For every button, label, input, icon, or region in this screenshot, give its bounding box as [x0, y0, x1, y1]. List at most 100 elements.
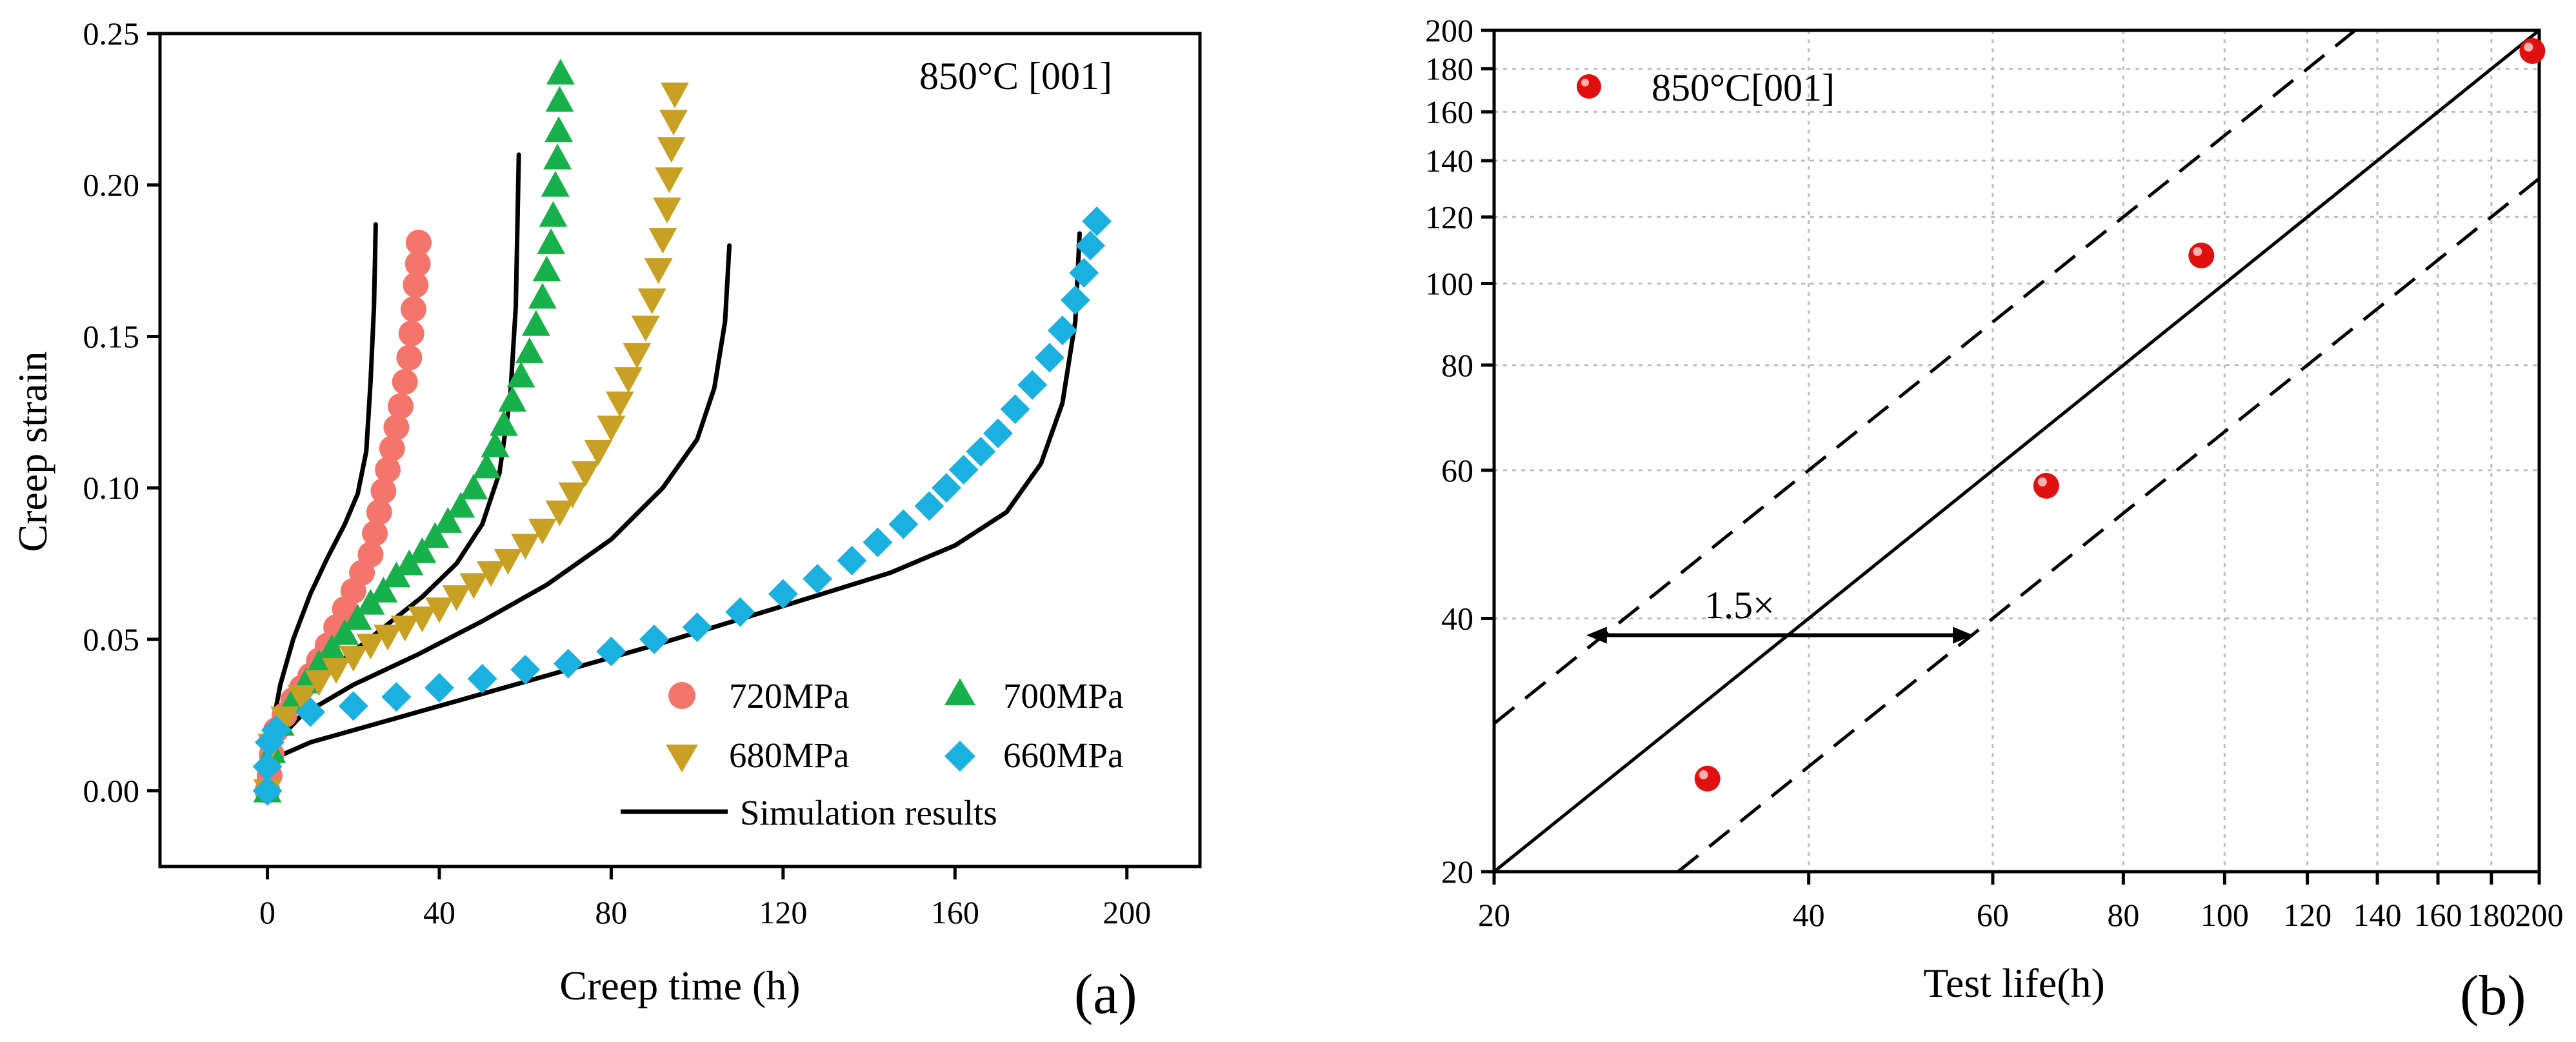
a-xtick-label: 160 — [931, 894, 979, 930]
data-point-660mpa — [768, 579, 798, 609]
simulation-curve-720mpa — [265, 222, 378, 794]
reference-line-upper-band — [1493, 29, 2357, 725]
data-point-660mpa — [863, 527, 893, 557]
life-data-point — [1694, 765, 1721, 792]
panel-b-grid — [1494, 30, 2539, 872]
b-ytick-label: 80 — [1441, 347, 1473, 383]
data-point-700mpa — [434, 506, 463, 533]
data-point-700mpa — [532, 255, 561, 282]
data-point-700mpa — [472, 452, 501, 479]
data-point-660mpa — [931, 473, 961, 503]
data-point-660mpa — [381, 682, 412, 712]
b-xtick-label: 40 — [1793, 897, 1825, 933]
b-xtick-label: 60 — [1977, 897, 2009, 933]
data-point-680mpa — [476, 561, 505, 587]
data-point-700mpa — [481, 431, 510, 457]
life-data-point — [2033, 472, 2059, 499]
data-point-660mpa — [837, 545, 867, 576]
panel-b-label: (b) — [2460, 965, 2526, 1027]
b-ytick-label: 40 — [1441, 600, 1473, 636]
data-point-700mpa — [528, 283, 557, 309]
legend-label-660mpa: 660MPa — [1003, 736, 1123, 775]
data-point-680mpa — [597, 416, 626, 442]
legend-label-720mpa: 720MPa — [729, 676, 849, 716]
b-ytick-label: 100 — [1425, 266, 1473, 302]
data-point-660mpa — [1017, 370, 1048, 400]
data-point-680mpa — [374, 625, 403, 651]
panel-a-ticks: 0 40 80 120 160 200 0.00 0.05 0.10 0.15 0.20 0.25 — [83, 15, 1152, 930]
b-xtick-label: 140 — [2353, 897, 2402, 933]
panel-b-xlabel: Test life(h) — [1923, 960, 2105, 1006]
panel-a-markers — [252, 59, 1112, 806]
a-ytick-label: 0.15 — [83, 318, 140, 354]
data-point-700mpa — [541, 170, 570, 197]
data-point-660mpa — [803, 564, 833, 594]
data-point-700mpa — [421, 522, 450, 548]
data-point-700mpa — [489, 410, 518, 436]
panel-b-reference-lines — [1493, 29, 2541, 873]
data-point-660mpa — [1000, 394, 1030, 425]
a-ytick-label: 0.25 — [83, 15, 140, 52]
data-point-680mpa — [545, 500, 574, 526]
data-point-660mpa — [682, 612, 712, 643]
data-point-680mpa — [584, 439, 613, 466]
a-xtick-label: 80 — [595, 894, 627, 930]
b-xtick-label: 20 — [1478, 897, 1510, 933]
legend-marker-720mpa — [668, 682, 695, 709]
panel-a-ylabel: Creep strain — [10, 352, 55, 552]
data-point-700mpa — [369, 576, 398, 603]
legend-label-simulation: Simulation results — [740, 793, 997, 832]
a-xtick-label: 200 — [1103, 894, 1151, 930]
data-point-720mpa — [406, 229, 432, 255]
data-point-680mpa — [442, 585, 471, 612]
data-point-660mpa — [261, 715, 291, 745]
data-point-660mpa — [295, 697, 326, 727]
data-point-680mpa — [644, 258, 673, 285]
data-point-680mpa — [305, 670, 334, 696]
data-point-660mpa — [510, 654, 541, 685]
data-point-680mpa — [631, 316, 660, 342]
data-point-700mpa — [408, 537, 437, 563]
data-point-680mpa — [408, 606, 437, 633]
data-point-660mpa — [424, 673, 454, 703]
data-point-660mpa — [252, 776, 283, 806]
data-point-680mpa — [655, 167, 684, 194]
band-arrow-head-left — [1586, 626, 1607, 644]
data-point-720mpa — [396, 345, 423, 371]
data-point-720mpa — [403, 272, 429, 298]
data-point-720mpa — [404, 250, 431, 277]
a-ytick-label: 0.10 — [83, 470, 140, 506]
legend-marker-680mpa — [666, 745, 698, 772]
data-point-680mpa — [494, 548, 523, 575]
data-point-720mpa — [383, 414, 410, 441]
legend-label-850c-001: 850°C[001] — [1652, 66, 1835, 109]
panel-a-xlabel: Creep time (h) — [559, 963, 800, 1008]
data-point-720mpa — [366, 499, 392, 525]
data-point-660mpa — [1060, 285, 1090, 316]
data-point-660mpa — [596, 636, 626, 666]
data-point-660mpa — [553, 648, 583, 679]
reference-line-lower-band — [1677, 177, 2541, 873]
data-point-660mpa — [888, 509, 919, 539]
b-xtick-label: 100 — [2201, 897, 2249, 933]
data-point-700mpa — [546, 59, 575, 85]
data-point-700mpa — [537, 228, 566, 254]
data-point-660mpa — [639, 624, 670, 654]
data-point-720mpa — [398, 320, 424, 346]
data-point-700mpa — [543, 143, 572, 170]
data-point-680mpa — [528, 518, 557, 545]
data-point-700mpa — [545, 86, 574, 112]
data-point-720mpa — [401, 296, 427, 323]
b-xtick-label: 160 — [2414, 897, 2462, 933]
panel-b-legend: 850°C[001] — [1577, 66, 1835, 109]
data-point-700mpa — [521, 310, 550, 336]
b-ytick-label: 20 — [1441, 854, 1473, 890]
life-data-point — [2519, 38, 2546, 65]
data-point-720mpa — [357, 541, 384, 568]
legend-label-680mpa: 680MPa — [729, 736, 849, 775]
b-ytick-label: 200 — [1425, 12, 1473, 48]
data-point-680mpa — [571, 461, 600, 487]
legend-marker-700mpa — [944, 678, 975, 705]
panel-a-label: (a) — [1074, 963, 1137, 1026]
